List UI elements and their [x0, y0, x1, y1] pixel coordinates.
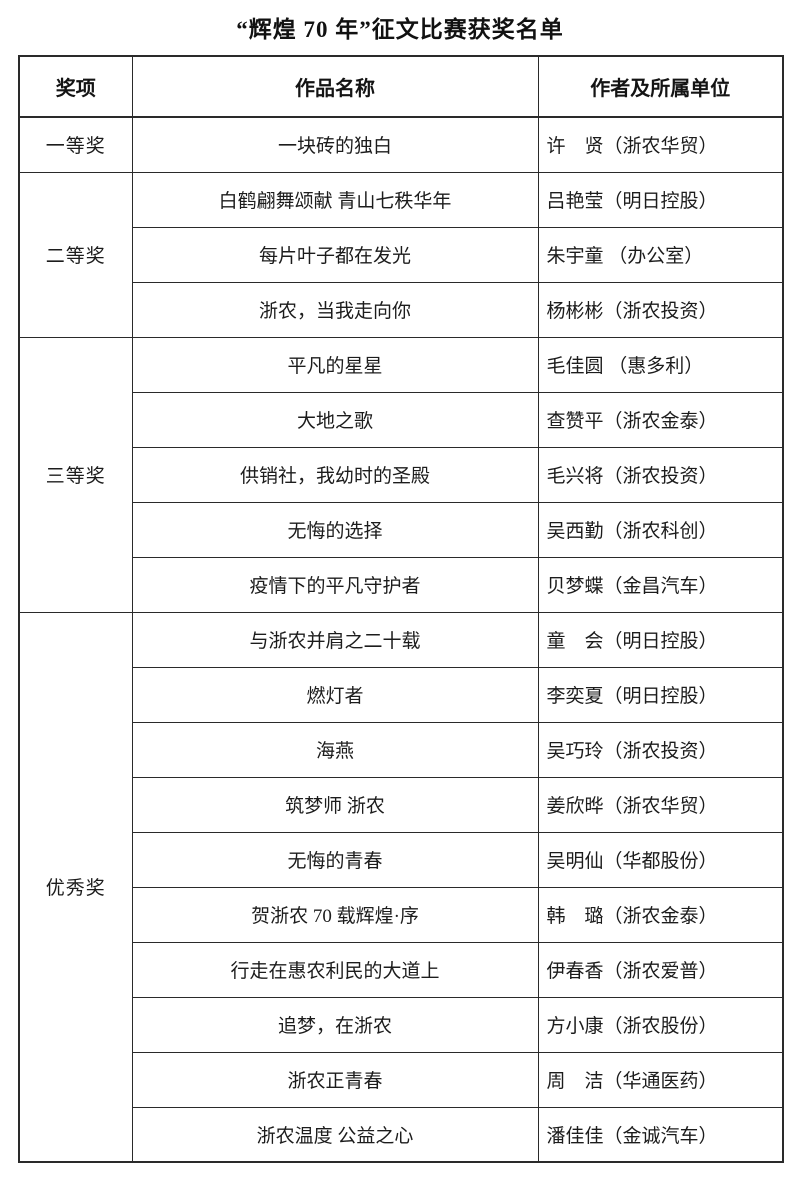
author-cell: 李奕夏（明日控股）: [537, 666, 784, 723]
work-cell: 平凡的星星: [131, 336, 539, 393]
page-title: “辉煌 70 年”征文比赛获奖名单: [236, 17, 564, 42]
table-row: 筑梦师 浙农 姜欣晔（浙农华贸）: [19, 776, 784, 833]
table-row: 优秀奖 与浙农并肩之二十载童 会（明日控股）: [18, 611, 784, 1163]
awards-table: 奖项 作品名称 作者及所属单位 一等奖 一块砖的独白许 贤（浙农华贸） 二等奖 白鹤翩…: [18, 55, 784, 1163]
award-cell: 二等奖: [18, 171, 133, 338]
table-row: 疫情下的平凡守护者 贝梦蝶（金昌汽车）: [19, 556, 784, 613]
award-cell: 优秀奖: [18, 611, 133, 1163]
work-cell: 海燕: [131, 721, 539, 778]
work-cell: 浙农，当我走向你: [131, 281, 539, 338]
author-cell: 吴明仙（华都股份）: [537, 831, 784, 888]
table-row: 行走在惠农利民的大道上 伊春香（浙农爱普）: [19, 941, 784, 998]
author-cell: 伊春香（浙农爱普）: [537, 941, 784, 998]
table-row: 无悔的青春 吴明仙（华都股份）: [19, 831, 784, 888]
table-row: 海燕 吴巧玲（浙农投资）: [19, 721, 784, 778]
table-row: 二等奖 白鹤翩舞颂献 青山七秩华年 吕艳莹（明日控股）: [18, 171, 784, 338]
author-cell: 童 会（明日控股）: [537, 611, 784, 668]
author-cell: 杨彬彬（浙农投资）: [537, 281, 784, 338]
table-row: 浙农正青春周 洁（华通医药）: [19, 1051, 784, 1108]
awards-table-body: 一等奖 一块砖的独白许 贤（浙农华贸） 二等奖 白鹤翩舞颂献 青山七秩华年 吕艳莹（明日…: [18, 116, 784, 1163]
author-cell: 韩 璐（浙农金泰）: [537, 886, 784, 943]
table-row: 浙农温度 公益之心 潘佳佳（金诚汽车）: [19, 1106, 784, 1163]
table-row: 大地之歌 查赞平（浙农金泰）: [19, 391, 784, 448]
work-cell: 白鹤翩舞颂献 青山七秩华年: [131, 171, 539, 228]
author-cell: 贝梦蝶（金昌汽车）: [537, 556, 784, 613]
awards-table-header: 奖项 作品名称 作者及所属单位: [18, 55, 784, 118]
col-header-author: 作者及所属单位: [537, 55, 784, 118]
table-row: 每片叶子都在发光 朱宇童 （办公室）: [19, 226, 784, 283]
author-cell: 潘佳佳（金诚汽车）: [537, 1106, 784, 1163]
author-cell: 朱宇童 （办公室）: [537, 226, 784, 283]
table-row: 浙农，当我走向你 杨彬彬（浙农投资）: [19, 281, 784, 338]
work-cell: 贺浙农 70 载辉煌·序: [131, 886, 539, 943]
author-cell: 吕艳莹（明日控股）: [537, 171, 784, 228]
work-cell: 追梦，在浙农: [131, 996, 539, 1053]
table-row: 无悔的选择 吴西勤（浙农科创）: [19, 501, 784, 558]
work-cell: 疫情下的平凡守护者: [131, 556, 539, 613]
award-cell: 三等奖: [18, 336, 133, 613]
author-cell: 毛兴将（浙农投资）: [537, 446, 784, 503]
award-cell: 一等奖: [18, 116, 133, 173]
author-cell: 方小康（浙农股份）: [537, 996, 784, 1053]
work-cell: 浙农正青春: [131, 1051, 539, 1108]
author-cell: 吴西勤（浙农科创）: [537, 501, 784, 558]
header-row: 奖项 作品名称 作者及所属单位: [18, 55, 784, 118]
work-cell: 筑梦师 浙农: [131, 776, 539, 833]
work-cell: 行走在惠农利民的大道上: [131, 941, 539, 998]
author-cell: 姜欣晔（浙农华贸）: [537, 776, 784, 833]
table-row: 贺浙农 70 载辉煌·序韩 璐（浙农金泰）: [19, 886, 784, 943]
work-cell: 每片叶子都在发光: [131, 226, 539, 283]
work-cell: 供销社，我幼时的圣殿: [131, 446, 539, 503]
work-cell: 无悔的青春: [131, 831, 539, 888]
work-cell: 浙农温度 公益之心: [131, 1106, 539, 1163]
author-cell: 毛佳圆 （惠多利）: [537, 336, 784, 393]
col-header-award: 奖项: [18, 55, 133, 118]
work-cell: 无悔的选择: [131, 501, 539, 558]
author-cell: 查赞平（浙农金泰）: [537, 391, 784, 448]
table-row: 供销社，我幼时的圣殿 毛兴将（浙农投资）: [19, 446, 784, 503]
author-cell: 周 洁（华通医药）: [537, 1051, 784, 1108]
work-cell: 一块砖的独白: [131, 116, 539, 173]
work-cell: 与浙农并肩之二十载: [131, 611, 539, 668]
author-cell: 吴巧玲（浙农投资）: [537, 721, 784, 778]
author-cell: 许 贤（浙农华贸）: [537, 116, 784, 173]
table-row: 一等奖 一块砖的独白许 贤（浙农华贸）: [18, 116, 784, 173]
work-cell: 燃灯者: [131, 666, 539, 723]
col-header-work: 作品名称: [131, 55, 539, 118]
table-row: 追梦，在浙农 方小康（浙农股份）: [19, 996, 784, 1053]
work-cell: 大地之歌: [131, 391, 539, 448]
table-row: 三等奖 平凡的星星 毛佳圆 （惠多利）: [18, 336, 784, 613]
table-row: 燃灯者 李奕夏（明日控股）: [19, 666, 784, 723]
